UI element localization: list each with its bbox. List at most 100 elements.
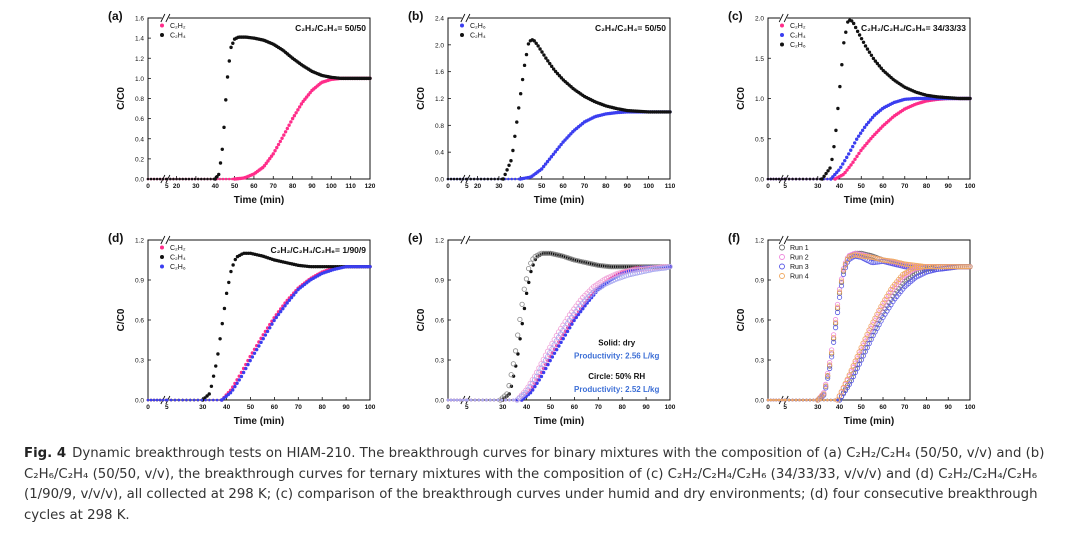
data-point: [875, 61, 880, 66]
data-point: [801, 398, 805, 402]
series-run-1-slow: [766, 264, 973, 403]
axis-break-mark: [465, 13, 471, 23]
x-axis-label: Time (min): [534, 416, 584, 427]
data-point: [534, 373, 540, 379]
data-point: [227, 280, 231, 285]
data-point: [572, 318, 576, 323]
x-tick-label: 5: [465, 183, 469, 190]
data-point: [211, 374, 216, 378]
data-point: [823, 383, 829, 389]
data-point: [527, 380, 533, 386]
data-point: [294, 290, 298, 294]
data-point: [617, 275, 623, 281]
legend-marker: [160, 23, 164, 28]
data-point: [867, 139, 871, 143]
data-point: [921, 264, 928, 270]
panel-label: (d): [108, 231, 123, 245]
data-point: [842, 380, 848, 387]
data-point: [864, 345, 870, 351]
legend-label: C₂H₄: [170, 255, 186, 262]
data-point: [213, 177, 217, 181]
x-tick-label: 30: [199, 404, 207, 411]
legend-marker: [779, 244, 785, 251]
data-point: [465, 177, 469, 181]
data-point: [508, 372, 514, 378]
x-tick-label: 70: [581, 183, 589, 190]
data-point: [815, 398, 819, 402]
data-point: [843, 158, 847, 163]
data-point: [849, 163, 853, 167]
data-point: [854, 353, 860, 360]
data-point: [536, 44, 540, 48]
data-point: [829, 347, 835, 353]
y-tick-label: 0.3: [755, 358, 764, 365]
y-axis-label: C/C0: [416, 308, 427, 331]
data-point: [787, 177, 791, 181]
data-point: [264, 161, 268, 166]
x-tick-label: 80: [619, 404, 627, 411]
data-point: [919, 264, 926, 270]
x-tick-label: 40: [223, 404, 231, 411]
data-point: [943, 264, 949, 270]
data-point: [820, 177, 824, 181]
x-tick-label: 0: [446, 183, 450, 190]
axis-break-mark: [783, 13, 789, 23]
data-point: [547, 350, 553, 356]
data-point: [273, 149, 277, 153]
data-point: [851, 21, 856, 26]
data-point: [166, 398, 169, 402]
data-point: [780, 177, 784, 181]
data-point: [832, 319, 839, 325]
data-point: [511, 148, 515, 153]
series-c-h-50-rh: [446, 264, 673, 403]
data-point: [190, 177, 194, 181]
data-point: [507, 163, 511, 168]
axis-break-gap: [461, 14, 469, 22]
data-point: [574, 315, 579, 320]
data-point: [292, 293, 296, 297]
data-point: [965, 264, 971, 270]
data-point: [276, 312, 281, 317]
data-point: [519, 301, 525, 307]
data-point: [838, 276, 845, 282]
x-tick-label: 100: [965, 404, 976, 411]
panel-label: (f): [728, 231, 740, 245]
x-tick-label: 40: [836, 404, 844, 411]
data-point: [835, 170, 839, 175]
chart-title: C₂H₂/C₂H₄/C₂H₆= 34/33/33: [861, 23, 966, 33]
data-point: [527, 280, 531, 285]
x-tick-label: 90: [342, 404, 350, 411]
data-point: [529, 377, 535, 383]
x-tick-label: 30: [814, 183, 822, 190]
y-axis-label: C/C0: [116, 308, 127, 331]
data-point: [275, 145, 279, 150]
data-point: [851, 160, 855, 164]
data-point: [619, 274, 625, 280]
data-point: [805, 177, 808, 181]
y-tick-label: 0.0: [435, 398, 444, 405]
y-tick-label: 0.6: [755, 318, 764, 325]
data-point: [668, 110, 672, 114]
data-point: [866, 120, 871, 124]
data-point: [254, 347, 259, 352]
data-point: [513, 177, 517, 181]
data-point: [218, 161, 223, 165]
data-point: [539, 374, 544, 379]
data-point: [524, 52, 529, 57]
data-point: [485, 398, 488, 402]
axis-break-mark: [165, 13, 171, 23]
data-point: [235, 381, 239, 385]
y-tick-label: 0.6: [135, 116, 144, 123]
y-tick-label: 0.4: [435, 150, 444, 157]
data-point: [515, 120, 519, 124]
axis-break-mark: [778, 13, 784, 23]
data-point: [512, 348, 519, 354]
y-tick-label: 1.0: [755, 96, 764, 103]
data-point: [832, 144, 836, 149]
y-tick-label: 1.4: [135, 36, 144, 43]
data-point: [852, 358, 858, 364]
x-tick-label: 40: [517, 183, 525, 190]
data-point: [535, 381, 539, 385]
panel-label: (a): [108, 9, 123, 23]
data-point: [299, 102, 304, 106]
